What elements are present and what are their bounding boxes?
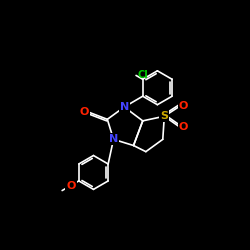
Text: N: N	[120, 102, 129, 112]
Text: O: O	[66, 180, 76, 190]
Text: S: S	[160, 111, 168, 121]
Text: O: O	[179, 101, 188, 111]
Text: N: N	[109, 134, 118, 144]
Text: O: O	[80, 106, 89, 117]
Text: O: O	[179, 122, 188, 132]
Text: Cl: Cl	[138, 70, 148, 81]
